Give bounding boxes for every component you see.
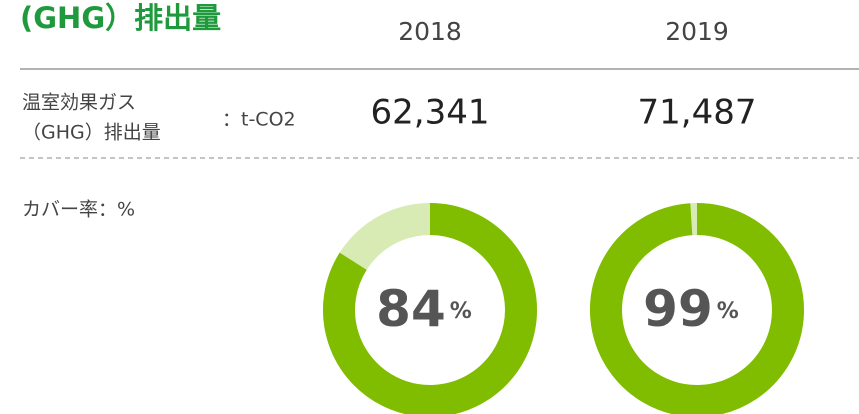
donut-value: 84% (376, 280, 472, 338)
donut-number: 99 (643, 280, 713, 338)
coverage-label: カバー率：% (22, 199, 135, 221)
row-label: 温室効果ガス (22, 92, 136, 114)
year: 2019 (665, 17, 729, 46)
value: 71,487 (638, 93, 757, 133)
donut-unit: % (717, 299, 739, 324)
row-label: （GHG）排出量 (22, 122, 161, 144)
donut-number: 84 (376, 280, 446, 338)
value: 62,341 (371, 93, 490, 133)
donut-unit: % (450, 299, 472, 324)
donut-arc (323, 203, 537, 414)
title: (GHG）排出量 (20, 1, 221, 35)
donut-value: 99% (643, 280, 739, 338)
year: 2018 (398, 17, 462, 46)
unit: ：t-CO2 (222, 109, 296, 131)
donut-arc (590, 203, 804, 414)
